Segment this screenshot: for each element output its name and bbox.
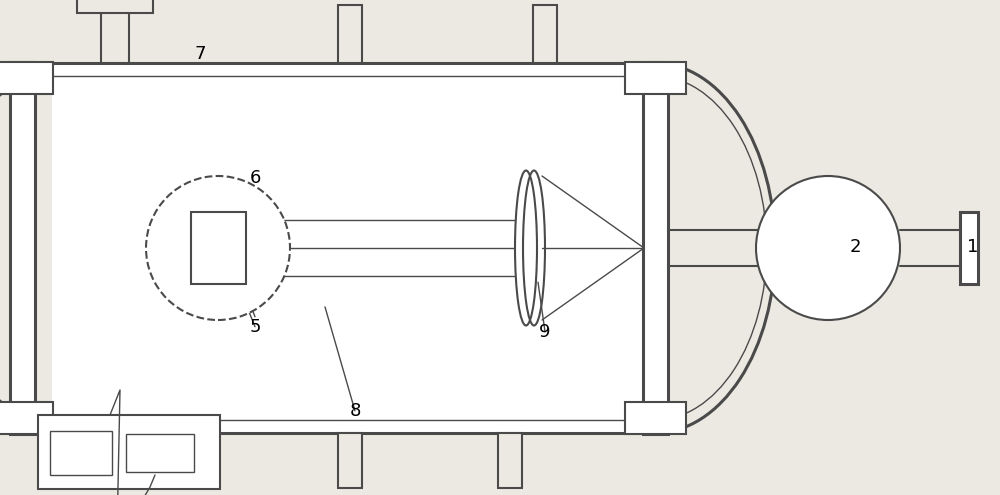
Bar (0, 62, 53, 94)
Ellipse shape (515, 170, 537, 326)
Circle shape (146, 176, 290, 320)
Text: 2: 2 (849, 239, 861, 256)
Bar (533, 5, 557, 63)
Text: 5: 5 (249, 318, 261, 336)
Text: 8: 8 (349, 402, 361, 420)
Bar (10, 62, 35, 434)
FancyBboxPatch shape (52, 64, 655, 432)
Bar (191, 212, 246, 284)
Bar (625, 402, 686, 434)
Bar (960, 212, 978, 284)
Bar (498, 433, 522, 488)
Text: 1: 1 (967, 239, 979, 256)
Bar (338, 433, 362, 488)
Bar (38, 415, 220, 489)
Bar (338, 5, 362, 63)
Bar (134, 431, 176, 475)
Bar (50, 431, 112, 475)
Text: 7: 7 (194, 46, 206, 63)
Bar (643, 62, 668, 434)
Bar (126, 434, 194, 472)
Circle shape (756, 176, 900, 320)
Bar (77, 0, 153, 13)
Bar (101, 11, 129, 63)
Bar (0, 402, 53, 434)
Bar (625, 62, 686, 94)
Text: 9: 9 (539, 323, 551, 341)
Text: 6: 6 (249, 169, 261, 187)
